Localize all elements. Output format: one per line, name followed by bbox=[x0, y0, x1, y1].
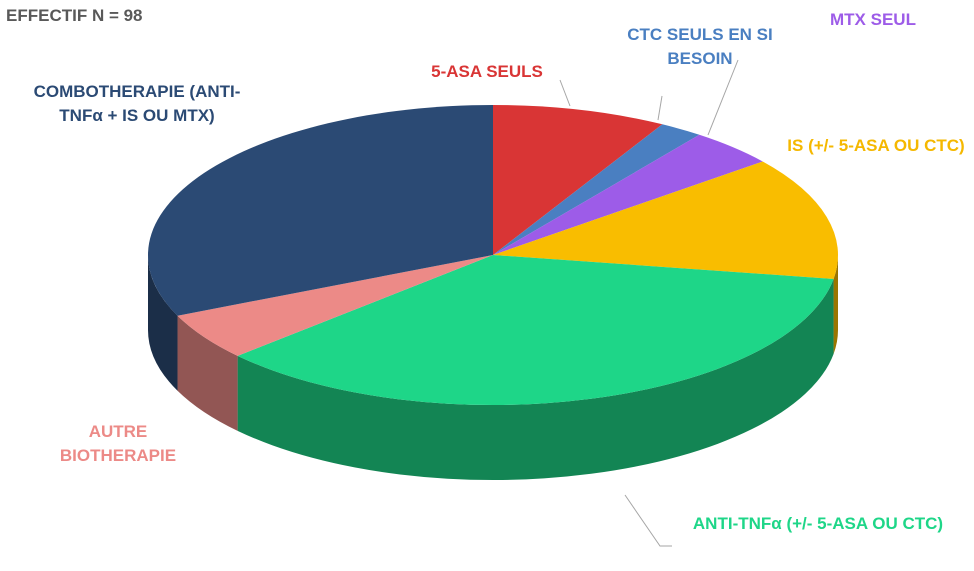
slice-label: CTC SEULS EN SI BESOIN bbox=[627, 25, 773, 68]
leader-line bbox=[624, 494, 672, 547]
leader-line bbox=[559, 79, 571, 107]
slice-label: 5-ASA SEULS bbox=[431, 62, 543, 81]
leader-line bbox=[657, 95, 663, 121]
slice-label: MTX SEUL bbox=[830, 10, 916, 29]
slice-side bbox=[833, 255, 838, 354]
leader-lines bbox=[559, 59, 739, 547]
leader-line bbox=[707, 59, 739, 136]
slice-side bbox=[177, 315, 238, 431]
pie-slice bbox=[493, 105, 663, 255]
slice-label: ANTI-TNFα (+/- 5-ASA OU CTC) bbox=[692, 514, 944, 533]
pie-slice bbox=[177, 255, 493, 356]
pie-slice bbox=[237, 255, 834, 405]
slice-label: AUTRE BIOTHERAPIE bbox=[59, 422, 177, 465]
pie-slice bbox=[493, 124, 700, 256]
chart-title: EFFECTIF N = 98 bbox=[6, 6, 143, 25]
slice-side bbox=[237, 278, 834, 480]
pie-tops bbox=[147, 105, 838, 405]
slice-label: COMBOTHERAPIE (ANTI-TNFα + IS OU MTX) bbox=[33, 82, 241, 125]
pie-slice bbox=[147, 105, 493, 316]
pie-slice bbox=[493, 161, 838, 279]
pie-slice bbox=[493, 134, 763, 255]
slice-side bbox=[148, 255, 178, 391]
pie-sides bbox=[148, 255, 838, 480]
slice-label: IS (+/- 5-ASA OU CTC) bbox=[787, 136, 965, 155]
